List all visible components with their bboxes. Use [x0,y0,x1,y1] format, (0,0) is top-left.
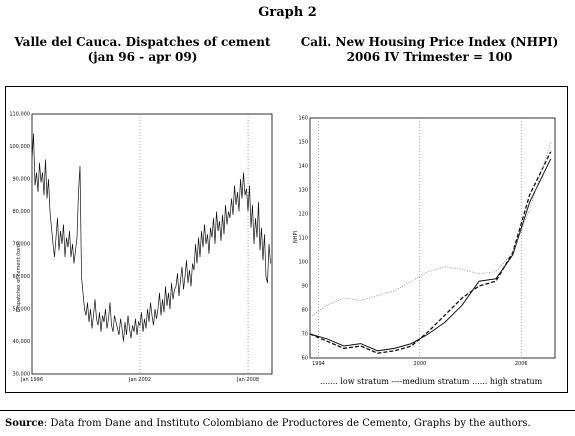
right-title-line2: 2006 IV Trimester = 100 [346,50,513,64]
cement-y-tick-label: 40,000 [13,339,31,345]
nhpi-x-tick-label: 2006 [515,361,528,367]
nhpi-chart: 60 70 80 90 100 110 120 130 140 150 160 1994 2000 20… [293,116,556,367]
legend-low-swatch: ....... [320,377,338,386]
nhpi-y-tick-label: 160 [298,116,308,122]
nhpi-y-tick-label: 130 [298,188,308,194]
nhpi-y-tick-label: 110 [298,236,308,242]
graph-title: Graph 2 [258,5,317,20]
cement-dispatch-line [31,133,271,342]
nhpi-y-tick-label: 80 [302,308,308,314]
cement-chart: 30,000 40,000 50,000 60,000 70,000 80,000 90,0… [10,112,273,383]
cement-series [31,133,271,342]
nhpi-y-ticks: 60 70 80 90 100 110 120 130 140 150 160 [298,116,308,362]
cement-y-tick-label: 110,000 [10,112,30,118]
legend-low-label: low stratum [340,377,389,386]
cement-y-tick-label: 80,000 [13,209,31,215]
nhpi-x-tick-label: 2000 [413,361,426,367]
nhpi-y-tick-label: 150 [298,140,308,146]
left-title-line1: Valle del Cauca. Dispatches of cement [14,35,271,49]
cement-x-tick-label: Jan 1996 [20,377,43,383]
nhpi-y-tick-label: 90 [302,284,308,290]
source-label: Source [5,418,44,429]
cement-y-tick-label: 90,000 [13,177,31,183]
nhpi-x-ticks: 1994 2000 2006 [312,361,527,367]
cement-y-tick-label: 60,000 [13,274,31,280]
cement-x-tick-label: Jan 2002 [128,377,151,383]
left-title-line2: (jan 96 - apr 09) [87,50,198,64]
legend-medium-swatch: ---- [391,377,403,386]
nhpi-y-tick-label: 120 [298,212,308,218]
source-text: : Data from Dane and Instituto Colombian… [43,418,531,429]
nhpi-high-stratum-line [309,141,552,318]
cement-x-tick-label: Jan 2008 [236,377,259,383]
nhpi-grid [318,118,522,358]
cement-x-ticks: Jan 1996 Jan 2002 Jan 2008 [20,377,259,383]
cement-y-ticks: 30,000 40,000 50,000 60,000 70,000 80,000 90,0… [10,112,30,378]
nhpi-medium-stratum-line [309,151,552,354]
source-divider [0,410,575,411]
cement-y-tick-label: 70,000 [13,242,31,248]
source-note: Source: Data from Dane and Instituto Col… [5,418,531,429]
cement-y-axis-label: Dispatches of cement (tons) [16,241,22,312]
right-title-line1: Cali. New Housing Price Index (NHPI) [300,35,559,49]
legend-high-swatch: ...... [472,377,488,386]
nhpi-y-tick-label: 60 [302,356,308,362]
cement-plot-area [31,113,273,375]
nhpi-y-tick-label: 140 [298,164,308,170]
cement-y-tick-label: 100,000 [10,144,30,150]
nhpi-y-tick-label: 70 [302,332,308,338]
cement-y-tick-label: 50,000 [13,307,31,313]
right-chart-title: Cali. New Housing Price Index (NHPI) 200… [287,35,572,65]
figure-frame [5,86,568,393]
legend-medium-label: medium stratum [402,377,470,386]
nhpi-y-axis-label: NHPI [293,231,299,243]
cement-grid [31,114,249,374]
nhpi-x-tick-label: 1994 [312,361,325,367]
chart-legend: ....... low stratum ----medium stratum .… [320,377,542,386]
nhpi-plot-area [309,117,556,359]
cement-y-tick-label: 30,000 [13,372,31,378]
left-chart-title: Valle del Cauca. Dispatches of cement (j… [0,35,285,65]
nhpi-y-tick-label: 100 [298,260,308,266]
legend-high-label: high stratum [489,377,543,386]
nhpi-series [309,141,552,354]
